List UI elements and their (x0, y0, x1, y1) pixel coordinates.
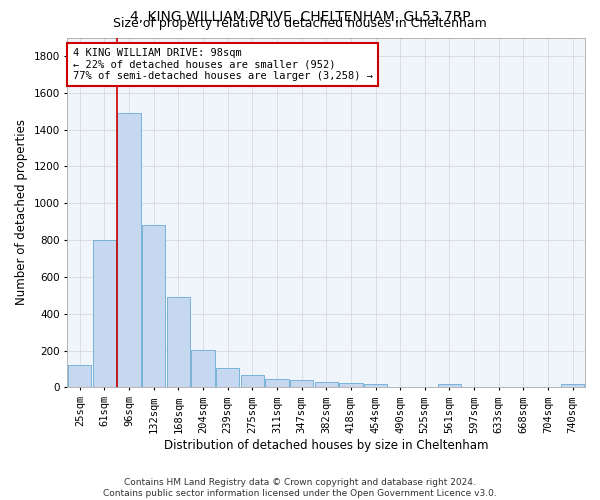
Bar (265, 379, 289, 388)
Bar (438, 384, 461, 388)
Text: Size of property relative to detached houses in Cheltenham: Size of property relative to detached ho… (113, 18, 487, 30)
Bar (142, 226, 166, 388)
Bar (339, 383, 362, 388)
Bar (191, 350, 215, 388)
Bar (290, 380, 313, 388)
Text: 4 KING WILLIAM DRIVE: 98sqm
← 22% of detached houses are smaller (952)
77% of se: 4 KING WILLIAM DRIVE: 98sqm ← 22% of det… (73, 48, 373, 81)
Bar (216, 368, 239, 388)
Bar (68, 366, 91, 388)
Bar (93, 240, 116, 388)
Bar (561, 384, 584, 388)
Bar (118, 113, 141, 388)
Y-axis label: Number of detached properties: Number of detached properties (15, 120, 28, 306)
Bar (314, 382, 338, 388)
Text: 4, KING WILLIAM DRIVE, CHELTENHAM, GL53 7RP: 4, KING WILLIAM DRIVE, CHELTENHAM, GL53 … (130, 10, 470, 24)
Bar (364, 384, 387, 388)
Text: Contains HM Land Registry data © Crown copyright and database right 2024.
Contai: Contains HM Land Registry data © Crown c… (103, 478, 497, 498)
Bar (167, 297, 190, 388)
Bar (241, 376, 264, 388)
X-axis label: Distribution of detached houses by size in Cheltenham: Distribution of detached houses by size … (164, 440, 488, 452)
